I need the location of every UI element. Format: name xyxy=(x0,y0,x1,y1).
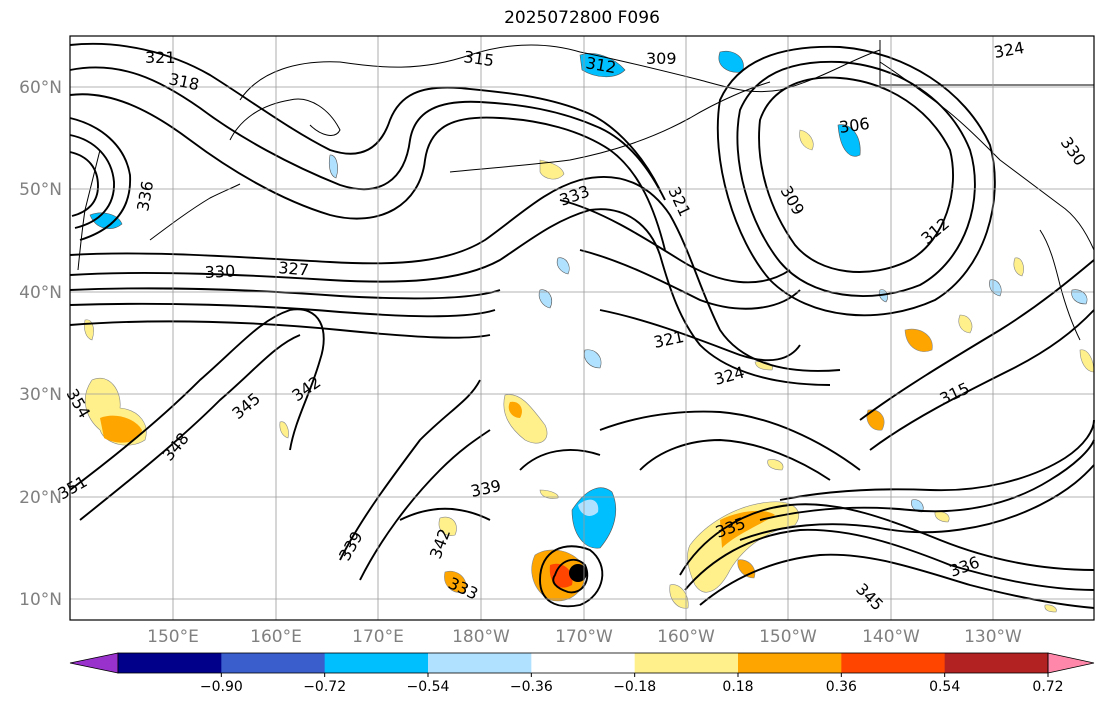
lon-tick-label: 170°E xyxy=(352,627,404,647)
colorbar-segment xyxy=(738,653,842,673)
lon-tick-label: 150°W xyxy=(759,627,817,647)
colorbar-frame xyxy=(117,652,1049,674)
map-title: 2025072800 F096 xyxy=(504,8,660,28)
colorbar-tick-label: −0.54 xyxy=(407,679,450,695)
lat-tick-label: 30°N xyxy=(19,385,62,405)
lon-tick-label: 140°W xyxy=(862,627,920,647)
contour-lines xyxy=(69,42,1095,609)
colorbar: −0.90 −0.72 −0.54 −0.36 −0.18 0.18 0.36 0.54 0.7… xyxy=(69,652,1095,695)
colorbar-tick-label: 0.18 xyxy=(722,679,753,695)
storm-circulation xyxy=(569,564,587,582)
colorbar-segment xyxy=(841,653,946,673)
colorbar-segment xyxy=(118,653,222,673)
colorbar-segment xyxy=(944,653,1049,673)
contour-label: 330 xyxy=(204,261,235,282)
colorbar-segment xyxy=(221,653,326,673)
colorbar-segment xyxy=(324,653,429,673)
lat-tick-label: 60°N xyxy=(19,78,62,98)
grid-lines xyxy=(70,36,1094,620)
lat-tick-labels: 10°N 20°N 30°N 40°N 50°N 60°N xyxy=(19,78,62,610)
contour-label: 306 xyxy=(838,114,871,137)
lon-tick-label: 170°W xyxy=(555,627,613,647)
contour-label: 315 xyxy=(462,47,495,70)
lat-tick-label: 10°N xyxy=(19,590,62,610)
map-border xyxy=(69,35,1095,621)
lat-tick-label: 20°N xyxy=(19,488,62,508)
colorbar-tick-label: −0.72 xyxy=(303,679,346,695)
lon-tick-label: 130°W xyxy=(964,627,1022,647)
colorbar-segment xyxy=(531,653,636,673)
lon-tick-labels: 150°E 160°E 170°E 180°W 170°W 160°W 150°… xyxy=(147,627,1022,647)
colorbar-segment xyxy=(428,653,532,673)
lat-tick-label: 40°N xyxy=(19,283,62,303)
contour-label: 309 xyxy=(646,49,677,68)
colorbar-tick-label: −0.18 xyxy=(613,679,656,695)
contour-label: 327 xyxy=(278,258,310,280)
colorbar-tick-label: 0.54 xyxy=(929,679,960,695)
colorbar-tick-label: −0.90 xyxy=(200,679,243,695)
colorbar-extend-low xyxy=(69,652,119,674)
lat-tick-label: 50°N xyxy=(19,180,62,200)
lon-tick-label: 150°E xyxy=(147,627,199,647)
lon-tick-label: 160°E xyxy=(250,627,302,647)
lon-tick-label: 180°W xyxy=(452,627,510,647)
shaded-anomalies xyxy=(84,50,1095,613)
colorbar-segment xyxy=(634,653,739,673)
colorbar-tick-label: 0.72 xyxy=(1032,679,1063,695)
colorbar-extend-high xyxy=(1047,652,1095,674)
lon-tick-label: 160°W xyxy=(657,627,715,647)
colorbar-tick-label: 0.36 xyxy=(826,679,857,695)
colorbar-tick-label: −0.36 xyxy=(510,679,553,695)
contour-label: 321 xyxy=(145,48,176,67)
